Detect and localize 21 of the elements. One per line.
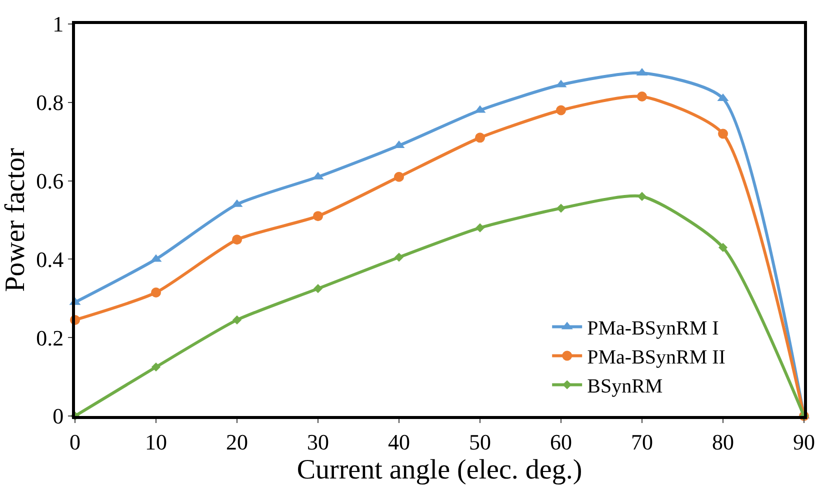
x-tick-label: 10 — [145, 429, 167, 454]
y-tick-label: 0 — [52, 404, 64, 429]
x-tick-label: 70 — [631, 429, 653, 454]
y-tick-label: 0.2 — [36, 325, 64, 350]
x-tick-label: 50 — [469, 429, 491, 454]
x-axis-title: Current angle (elec. deg.) — [296, 454, 582, 486]
x-tick-label: 0 — [70, 429, 80, 454]
y-axis-title: Power factor — [0, 147, 31, 292]
y-tick-label: 1 — [52, 12, 64, 37]
x-tick-label: 20 — [226, 429, 248, 454]
x-tick-label: 90 — [793, 429, 815, 454]
legend-label: PMa-BSynRM II — [587, 346, 726, 369]
y-tick-label: 0.6 — [36, 168, 64, 194]
y-tick-label: 0.4 — [36, 246, 64, 272]
legend-label: BSynRM — [587, 376, 663, 398]
y-tick-label: 0.8 — [36, 90, 64, 116]
x-tick-label: 30 — [307, 429, 329, 454]
legend-label: PMa-BSynRM I — [587, 318, 719, 340]
x-tick-label: 60 — [550, 429, 572, 454]
x-tick-label: 40 — [388, 429, 410, 454]
x-tick-label: 80 — [712, 429, 734, 454]
